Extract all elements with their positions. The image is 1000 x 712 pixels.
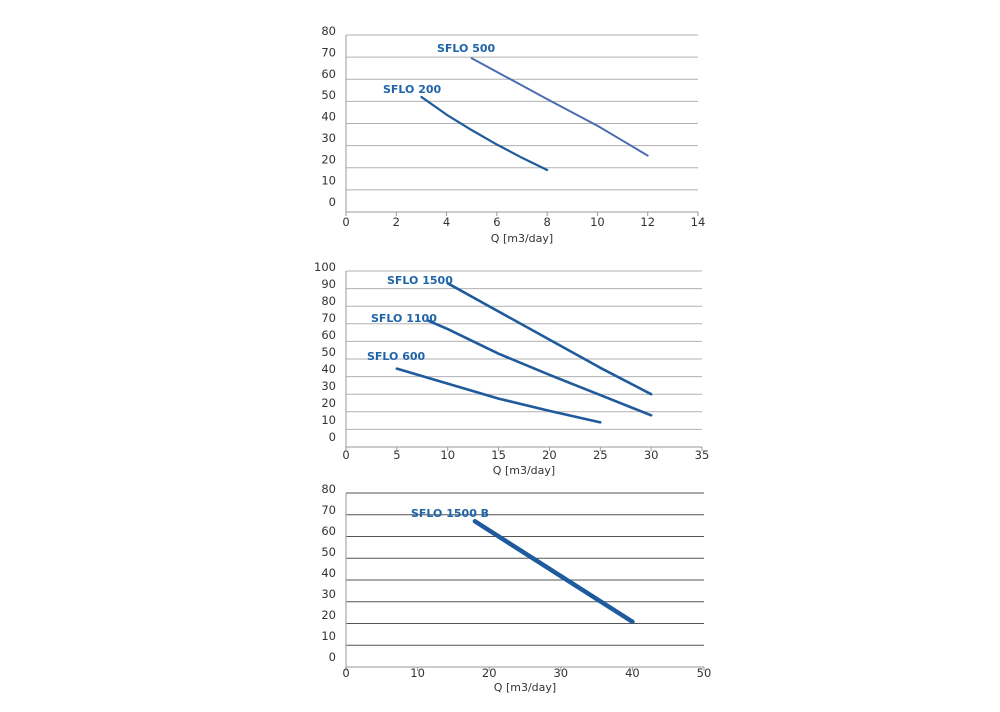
y-tick-label: 50: [321, 545, 336, 559]
x-tick-label: 15: [491, 448, 506, 462]
x-tick-label: 40: [625, 666, 640, 680]
x-tick-label: 50: [697, 666, 712, 680]
y-tick-label: 100: [314, 260, 336, 274]
y-tick-label: 10: [321, 629, 336, 643]
y-tick-label: 60: [321, 328, 336, 342]
series-line-sflo-500: [470, 57, 649, 157]
x-axis-title: Q [m3/day]: [493, 464, 555, 477]
y-tick-label: 40: [321, 566, 336, 580]
y-tick-label: 10: [321, 413, 336, 427]
y-tick-label: 80: [321, 24, 336, 38]
x-tick-label: 30: [644, 448, 659, 462]
y-tick-label: 20: [321, 396, 336, 410]
y-tick-label: 70: [321, 45, 336, 59]
series-label: SFLO 200: [383, 83, 442, 96]
series-label: SFLO 500: [437, 42, 496, 55]
x-tick-label: 8: [543, 215, 550, 229]
y-tick-label: 10: [321, 174, 336, 188]
x-tick-label: 20: [482, 666, 497, 680]
series-label: SFLO 1100: [371, 312, 437, 325]
y-tick-label: 0: [329, 195, 336, 209]
y-tick-label: 60: [321, 67, 336, 81]
x-tick-label: 35: [695, 448, 710, 462]
x-tick-label: 10: [440, 448, 455, 462]
x-tick-label: 5: [393, 448, 400, 462]
y-tick-label: 0: [329, 430, 336, 444]
x-axis-title: Q [m3/day]: [491, 232, 553, 245]
series-label: SFLO 1500 B: [411, 507, 489, 520]
series-label: SFLO 1500: [387, 274, 453, 287]
y-tick-label: 50: [321, 88, 336, 102]
x-tick-label: 2: [393, 215, 400, 229]
y-tick-label: 40: [321, 110, 336, 124]
series-line-sflo-1100: [426, 318, 653, 417]
y-tick-label: 30: [321, 587, 336, 601]
x-tick-label: 0: [342, 666, 349, 680]
x-tick-label: 0: [342, 448, 349, 462]
y-tick-label: 30: [321, 379, 336, 393]
y-tick-label: 90: [321, 277, 336, 291]
series-label: SFLO 600: [367, 350, 426, 363]
y-tick-label: 20: [321, 608, 336, 622]
x-tick-label: 20: [542, 448, 557, 462]
x-tick-label: 4: [443, 215, 450, 229]
y-tick-label: 80: [321, 482, 336, 496]
x-tick-label: 10: [590, 215, 605, 229]
x-tick-label: 6: [493, 215, 500, 229]
x-tick-label: 30: [553, 666, 568, 680]
y-tick-label: 50: [321, 345, 336, 359]
chart-3: 80 70 60 50 40 30 20 10 00 10 20 30 40 50 Q [m3/day] SF…: [321, 482, 711, 694]
series-line-sflo-200: [420, 95, 549, 172]
y-tick-label: 20: [321, 152, 336, 166]
x-tick-label: 10: [410, 666, 425, 680]
y-tick-label: 30: [321, 131, 336, 145]
y-tick-label: 40: [321, 362, 336, 376]
chart-1: 80 70 60 50 40 30 20 10 00 2 4 6 8 10 12 14 Q [m3/day] SF…: [321, 24, 705, 245]
x-tick-label: 0: [342, 215, 349, 229]
series-line-sflo-1500-b: [472, 519, 635, 625]
y-tick-label: 70: [321, 503, 336, 517]
y-tick-label: 0: [329, 650, 336, 664]
x-tick-label: 14: [691, 215, 706, 229]
y-tick-label: 80: [321, 294, 336, 308]
y-tick-label: 70: [321, 311, 336, 325]
x-axis-title: Q [m3/day]: [494, 681, 556, 694]
y-tick-label: 60: [321, 524, 336, 538]
series-line-sflo-1500: [446, 282, 653, 396]
x-tick-label: 25: [593, 448, 608, 462]
x-tick-label: 12: [640, 215, 655, 229]
